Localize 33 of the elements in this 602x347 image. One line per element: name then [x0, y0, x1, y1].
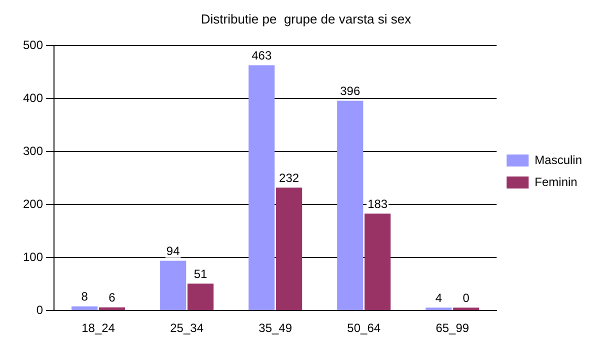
bar: [276, 188, 302, 310]
y-tick-label: 300: [22, 144, 44, 158]
legend-label: Feminin: [534, 174, 578, 189]
bar: [160, 260, 186, 310]
data-label: 0: [462, 290, 470, 305]
y-tick-label: 0: [36, 302, 44, 317]
x-tick-label: 18_24: [82, 321, 116, 336]
bar: [187, 284, 214, 310]
y-tick-label: 400: [22, 90, 44, 105]
data-label: 51: [194, 266, 208, 281]
bar: [248, 65, 275, 310]
y-tick-label: 200: [22, 196, 44, 211]
data-label: 232: [279, 170, 300, 185]
data-label: 396: [340, 84, 360, 98]
x-tick-label: 35_49: [258, 321, 292, 336]
y-tick-label: 100: [22, 250, 44, 264]
data-label: 183: [368, 196, 388, 211]
legend-label: Masculin: [534, 152, 582, 167]
x-tick-label: 65_99: [436, 321, 470, 336]
bar: [426, 308, 452, 310]
chart-title: Distributie pe grupe de varsta si sex: [200, 11, 412, 26]
y-tick-label: 500: [22, 38, 44, 52]
x-tick-label: 50_64: [347, 321, 381, 336]
data-label: 94: [166, 244, 180, 258]
data-label: 6: [108, 290, 116, 305]
data-label: 4: [435, 290, 442, 305]
bar: [364, 214, 391, 310]
bar: [98, 307, 126, 310]
bar: [72, 306, 98, 310]
bar: [337, 100, 364, 310]
data-label: 463: [252, 48, 272, 63]
data-label: 8: [81, 290, 88, 304]
x-tick-label: 25_34: [170, 321, 204, 336]
